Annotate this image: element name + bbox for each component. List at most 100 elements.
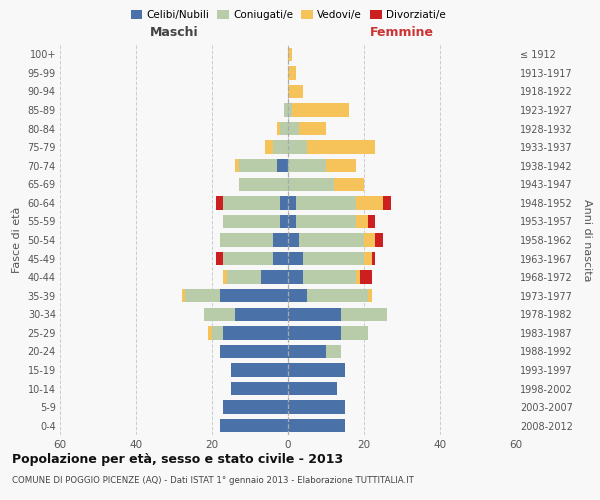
Bar — [208, 326, 288, 340]
Bar — [288, 66, 296, 80]
Bar — [288, 196, 296, 209]
Y-axis label: Fasce di età: Fasce di età — [12, 207, 22, 273]
Bar — [288, 400, 345, 414]
Bar — [231, 364, 288, 376]
Bar — [288, 178, 334, 191]
Bar — [284, 104, 288, 117]
Bar — [288, 419, 345, 432]
Bar — [288, 122, 299, 136]
Text: Maschi: Maschi — [149, 26, 199, 40]
Bar — [235, 159, 288, 172]
Bar — [239, 159, 288, 172]
Bar — [231, 382, 288, 396]
Bar — [227, 270, 288, 284]
Bar — [288, 289, 371, 302]
Bar — [288, 270, 371, 284]
Text: Femmine: Femmine — [370, 26, 434, 40]
Bar — [288, 400, 345, 414]
Bar — [220, 419, 288, 432]
Bar — [284, 104, 288, 117]
Bar — [235, 159, 288, 172]
Bar — [220, 344, 288, 358]
Bar — [231, 364, 288, 376]
Bar — [288, 308, 387, 321]
Bar — [288, 84, 303, 98]
Bar — [239, 178, 288, 191]
Bar — [223, 400, 288, 414]
Bar — [288, 344, 341, 358]
Bar — [231, 382, 288, 396]
Bar — [280, 196, 288, 209]
Bar — [220, 234, 288, 246]
Bar — [231, 382, 288, 396]
Bar — [288, 214, 368, 228]
Bar — [185, 289, 288, 302]
Bar — [220, 344, 288, 358]
Bar — [220, 234, 288, 246]
Bar — [220, 289, 288, 302]
Bar — [288, 364, 345, 376]
Bar — [220, 234, 288, 246]
Bar — [223, 252, 288, 266]
Bar — [288, 196, 391, 209]
Bar — [288, 140, 376, 154]
Bar — [288, 234, 299, 246]
Bar — [284, 104, 288, 117]
Bar — [273, 234, 288, 246]
Bar — [239, 178, 288, 191]
Bar — [288, 104, 349, 117]
Bar — [288, 289, 371, 302]
Bar — [288, 48, 292, 61]
Bar — [288, 400, 345, 414]
Bar — [288, 308, 387, 321]
Bar — [288, 66, 296, 80]
Bar — [277, 159, 288, 172]
Bar — [182, 289, 288, 302]
Bar — [223, 214, 288, 228]
Bar — [288, 382, 337, 396]
Bar — [223, 252, 288, 266]
Bar — [288, 234, 364, 246]
Bar — [231, 364, 288, 376]
Bar — [223, 196, 288, 209]
Bar — [288, 122, 326, 136]
Bar — [212, 326, 288, 340]
Bar — [288, 159, 356, 172]
Bar — [280, 214, 288, 228]
Bar — [223, 400, 288, 414]
Bar — [288, 196, 383, 209]
Bar — [288, 196, 356, 209]
Bar — [288, 178, 364, 191]
Bar — [288, 234, 383, 246]
Text: Popolazione per età, sesso e stato civile - 2013: Popolazione per età, sesso e stato civil… — [12, 452, 343, 466]
Bar — [288, 289, 368, 302]
Bar — [288, 140, 307, 154]
Bar — [288, 159, 326, 172]
Bar — [288, 344, 326, 358]
Bar — [288, 364, 345, 376]
Bar — [205, 308, 288, 321]
Bar — [288, 308, 387, 321]
Bar — [288, 178, 364, 191]
Bar — [223, 400, 288, 414]
Legend: Celibi/Nubili, Coniugati/e, Vedovi/e, Divorziati/e: Celibi/Nubili, Coniugati/e, Vedovi/e, Di… — [128, 8, 448, 22]
Bar — [205, 308, 288, 321]
Bar — [220, 344, 288, 358]
Text: COMUNE DI POGGIO PICENZE (AQ) - Dati ISTAT 1° gennaio 2013 - Elaborazione TUTTIT: COMUNE DI POGGIO PICENZE (AQ) - Dati IST… — [12, 476, 414, 485]
Bar — [288, 382, 337, 396]
Bar — [288, 382, 337, 396]
Bar — [288, 252, 371, 266]
Bar — [288, 214, 356, 228]
Bar — [288, 326, 368, 340]
Bar — [288, 252, 303, 266]
Bar — [288, 234, 376, 246]
Bar — [288, 140, 376, 154]
Bar — [288, 159, 356, 172]
Bar — [288, 270, 360, 284]
Bar — [220, 419, 288, 432]
Bar — [288, 122, 326, 136]
Bar — [288, 48, 292, 61]
Bar — [288, 364, 345, 376]
Bar — [216, 252, 288, 266]
Bar — [288, 419, 345, 432]
